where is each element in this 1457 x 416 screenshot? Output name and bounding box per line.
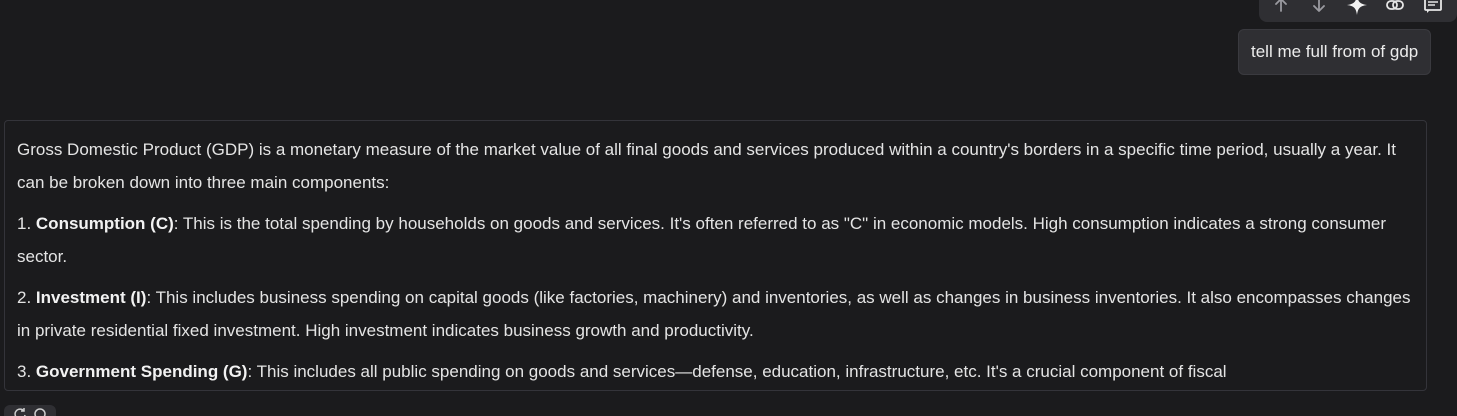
response-actions (4, 405, 56, 416)
user-message-text: tell me full from of gdp (1251, 42, 1419, 61)
list-item-number: 1. (17, 214, 36, 233)
comment-icon[interactable] (1421, 0, 1445, 17)
list-item-number: 2. (17, 288, 36, 307)
list-item: 3. Government Spending (G): This include… (17, 355, 1414, 388)
list-item-text: : This includes business spending on cap… (17, 288, 1411, 340)
list-item-number: 3. (17, 362, 36, 381)
link-icon[interactable] (1383, 0, 1407, 17)
refresh-icon[interactable] (13, 407, 27, 416)
list-item-term: Consumption (C) (35, 214, 174, 233)
list-item-text: : This includes all public spending on g… (247, 362, 1227, 381)
arrow-down-icon[interactable] (1307, 0, 1331, 17)
list-item: 1. Consumption (C): This is the total sp… (17, 207, 1414, 273)
assistant-response: Gross Domestic Product (GDP) is a moneta… (4, 120, 1427, 391)
user-message-bubble: tell me full from of gdp (1238, 29, 1432, 75)
copy-icon[interactable] (33, 407, 47, 416)
response-intro: Gross Domestic Product (GDP) is a moneta… (17, 140, 1396, 192)
arrow-up-icon[interactable] (1269, 0, 1293, 17)
list-item: 2. Investment (I): This includes busines… (17, 281, 1414, 347)
message-toolbar (1259, 0, 1457, 22)
list-item-text: : This is the total spending by househol… (17, 214, 1387, 266)
list-item-term: Government Spending (G) (35, 362, 248, 381)
sparkle-icon[interactable] (1345, 0, 1369, 17)
list-item-term: Investment (I) (35, 288, 147, 307)
